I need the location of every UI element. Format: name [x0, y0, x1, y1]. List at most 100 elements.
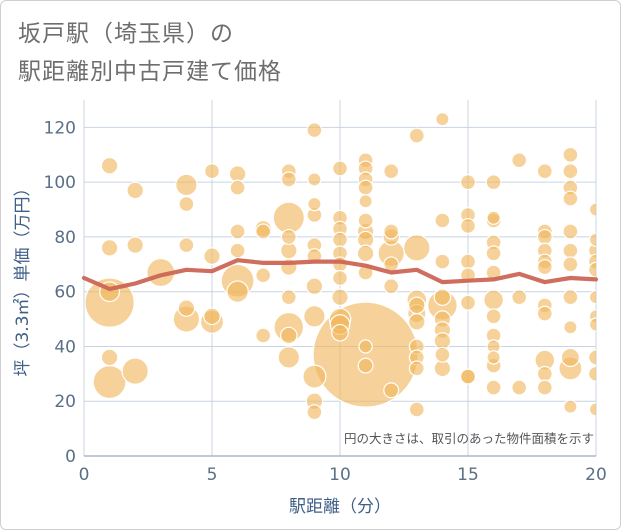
bubble: [460, 253, 476, 270]
bubble: [277, 346, 301, 369]
bubble: [536, 379, 553, 396]
bubble: [434, 346, 451, 363]
bubble: [204, 163, 220, 180]
bubble: [126, 236, 144, 254]
bubble: [563, 399, 578, 414]
bubble: [358, 194, 373, 209]
bubble: [536, 163, 553, 180]
bubble: [357, 357, 374, 374]
bubble: [588, 365, 596, 382]
bubble: [100, 156, 119, 175]
bubble: [460, 217, 476, 234]
bubble: [280, 171, 297, 188]
bubble: [563, 320, 578, 335]
average-price-line: [81, 258, 599, 292]
bubble: [84, 277, 135, 328]
y-tick-label: 0: [65, 447, 76, 467]
bubble: [229, 223, 246, 240]
bubble: [460, 174, 476, 191]
bubble: [486, 350, 501, 365]
bubble: [403, 234, 431, 262]
bubble: [588, 232, 596, 247]
bubble: [562, 163, 579, 180]
y-tick-label: 80: [54, 228, 76, 248]
bubble: [536, 365, 553, 382]
bubble: [511, 289, 528, 306]
bubble: [331, 323, 349, 342]
bubble: [562, 223, 579, 240]
bubble: [332, 160, 348, 177]
bubble: [511, 152, 528, 169]
bubble: [588, 317, 596, 332]
bubble: [408, 127, 425, 144]
bubble: [407, 296, 426, 315]
bubble: [303, 305, 326, 328]
x-tick-label: 0: [79, 465, 90, 485]
bubble: [255, 327, 272, 344]
bubble: [100, 348, 119, 367]
bubble: [485, 379, 502, 396]
bubble: [460, 368, 476, 385]
bubble: [383, 382, 400, 399]
bubble: [562, 256, 579, 273]
bubble: [331, 288, 349, 306]
bubble: [485, 174, 502, 191]
trend-line: [81, 258, 599, 292]
bubble: [588, 402, 596, 417]
y-tick-label: 100: [44, 173, 76, 193]
bubble: [255, 267, 272, 284]
bubble: [588, 261, 596, 278]
bubble: [332, 231, 348, 248]
bubble: [178, 237, 195, 254]
bubble: [121, 357, 149, 385]
bubble: [92, 365, 127, 400]
bubble: [302, 364, 327, 389]
bubble: [358, 339, 373, 354]
bubble: [486, 210, 501, 225]
bubble: [588, 349, 596, 366]
bubble: [203, 307, 221, 326]
x-tick-label: 10: [329, 465, 351, 485]
bubble: [485, 245, 502, 262]
bubble: [280, 289, 297, 306]
y-tick-label: 120: [44, 118, 76, 138]
bubble: [226, 280, 249, 303]
bubble: [407, 313, 426, 331]
bubble: [306, 404, 323, 421]
y-tick-label: 20: [54, 392, 76, 412]
bubble: [307, 172, 322, 187]
bubble: [433, 288, 452, 306]
bubble: [536, 259, 553, 276]
bubble: [178, 196, 195, 213]
bubble: [434, 253, 451, 270]
bubble: [229, 179, 246, 196]
bubble: [435, 112, 450, 127]
bubble: [280, 228, 297, 245]
bubble: [305, 277, 324, 296]
tick-labels: 0 20 40 60 80 100 120 0 5 10 15 20: [44, 118, 607, 485]
chart-title-line2: 駅距離別中古戸建て価格: [18, 59, 282, 85]
bubble: [332, 270, 348, 286]
bubble: [485, 308, 502, 325]
bubble: [203, 247, 221, 265]
bubble: [356, 244, 375, 263]
bubble-size-note: 円の大きさは、取引のあった物件面積を示す: [344, 431, 594, 446]
bubble: [536, 228, 553, 245]
bubbles: [84, 112, 596, 421]
bubble: [562, 190, 579, 207]
bubble: [272, 201, 305, 234]
bubble: [562, 242, 579, 259]
bubble: [560, 347, 581, 368]
bubble: [279, 326, 298, 345]
bubble: [511, 379, 528, 396]
y-tick-label: 60: [54, 283, 76, 303]
bubble: [383, 163, 400, 180]
bubble: [536, 305, 553, 322]
bubble: [255, 223, 272, 240]
x-axis-title: 駅距離（分）: [289, 497, 391, 517]
x-tick-label: 15: [457, 465, 479, 485]
bubble: [307, 196, 322, 212]
bubble: [562, 146, 579, 163]
